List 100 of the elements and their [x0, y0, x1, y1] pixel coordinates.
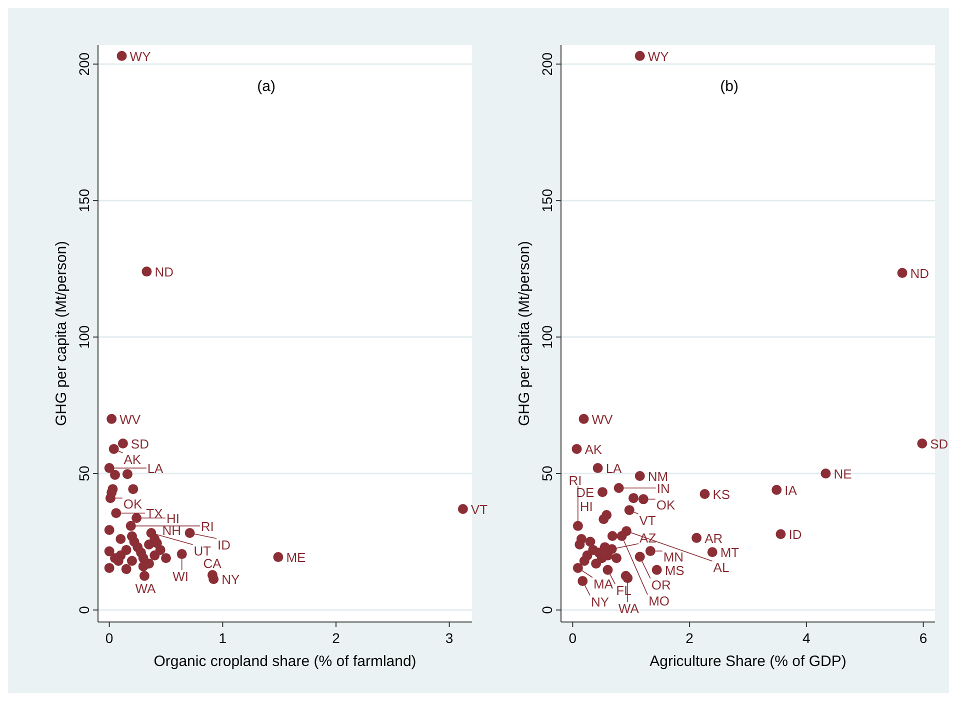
x-tick-label: 0	[105, 630, 114, 646]
annotation: SD	[130, 436, 149, 452]
y-tick-label: 150	[539, 188, 555, 212]
point	[820, 468, 831, 479]
point	[772, 484, 782, 495]
point	[116, 534, 126, 544]
point	[616, 531, 627, 542]
x-tick-label: 2	[686, 630, 694, 646]
annotation: SD	[930, 436, 948, 452]
y-tick-label: 0	[539, 606, 555, 614]
annotation: AK	[584, 442, 602, 457]
point	[612, 553, 622, 564]
annotation: RI	[568, 472, 582, 488]
annotation: ID	[218, 538, 231, 552]
point	[161, 553, 171, 564]
annotation: AR	[704, 530, 723, 546]
y-tick-label: 50	[76, 466, 92, 482]
annotation: LA	[147, 461, 164, 476]
y-tick-label: 200	[76, 52, 92, 76]
y-tick-label: 50	[539, 466, 555, 482]
point	[624, 505, 634, 516]
annotation: TX	[146, 506, 164, 522]
annotation: NY	[222, 572, 240, 588]
point	[129, 536, 140, 547]
annotation: ND	[910, 266, 930, 281]
point	[121, 544, 132, 555]
annotation: OK	[123, 496, 143, 512]
annotation: OK	[656, 498, 676, 513]
x-tick-label: 6	[919, 630, 928, 646]
annotation: WI	[172, 569, 189, 584]
point	[592, 463, 603, 474]
annotation: WA	[618, 601, 640, 616]
x-tick-label: 1	[218, 630, 227, 646]
point	[602, 550, 613, 560]
x-tick-label: 3	[445, 630, 454, 646]
annotation: VT	[639, 512, 656, 528]
point	[602, 564, 613, 575]
x-tick-label: 2	[332, 630, 340, 646]
annotation: IA	[784, 482, 798, 498]
point	[184, 528, 195, 538]
point	[144, 558, 154, 569]
point	[104, 562, 114, 573]
point	[776, 529, 786, 540]
point	[118, 438, 128, 448]
y-tick-label: 200	[539, 52, 555, 76]
point	[104, 546, 114, 556]
point	[126, 520, 136, 531]
point	[106, 488, 117, 498]
point	[111, 508, 122, 518]
x-tick-label: 4	[802, 630, 811, 646]
point	[273, 552, 284, 562]
annotation: AL	[713, 560, 730, 576]
point	[897, 268, 908, 278]
point	[110, 470, 120, 480]
point	[645, 546, 656, 556]
annotation: ID	[788, 527, 802, 542]
point	[572, 562, 583, 573]
annotation: ND	[154, 264, 174, 280]
y-tick-label: 150	[76, 188, 92, 212]
annotation: RI	[200, 518, 214, 534]
annotation: VT	[470, 502, 488, 517]
annotation: CA	[203, 556, 222, 572]
point	[574, 539, 585, 550]
annotation: MO	[648, 594, 670, 609]
point	[104, 525, 114, 536]
point	[692, 532, 702, 543]
point	[700, 489, 710, 499]
point	[622, 573, 633, 584]
point	[578, 414, 589, 424]
annotation: UT	[194, 544, 212, 559]
y-tick-label: 0	[76, 606, 92, 614]
annotation: HI	[580, 499, 593, 514]
annotation: WA	[135, 580, 156, 596]
point	[607, 531, 618, 542]
point	[127, 556, 137, 566]
point	[598, 514, 609, 524]
annotation: AK	[124, 452, 142, 467]
annotation: WV	[592, 412, 614, 427]
point	[136, 548, 146, 558]
y-axis-title: GHG per capita (Mt/person)	[53, 240, 70, 426]
point	[176, 549, 187, 560]
annotation: WY	[130, 48, 152, 64]
point	[585, 536, 596, 547]
y-tick-label: 100	[76, 325, 92, 349]
point	[634, 470, 645, 481]
point	[600, 542, 610, 552]
point	[132, 513, 142, 523]
x-tick-label: 0	[568, 630, 577, 646]
x-axis-title: Agriculture Share (% of GDP)	[650, 653, 846, 670]
annotation: NY	[591, 594, 610, 610]
annotation: LA	[606, 461, 622, 476]
point	[652, 564, 662, 575]
point	[634, 552, 645, 562]
annotation: (b)	[720, 78, 738, 95]
point	[628, 493, 638, 504]
point	[106, 414, 117, 424]
point	[139, 570, 150, 581]
point	[634, 50, 645, 61]
point	[142, 266, 152, 277]
point	[578, 576, 588, 586]
